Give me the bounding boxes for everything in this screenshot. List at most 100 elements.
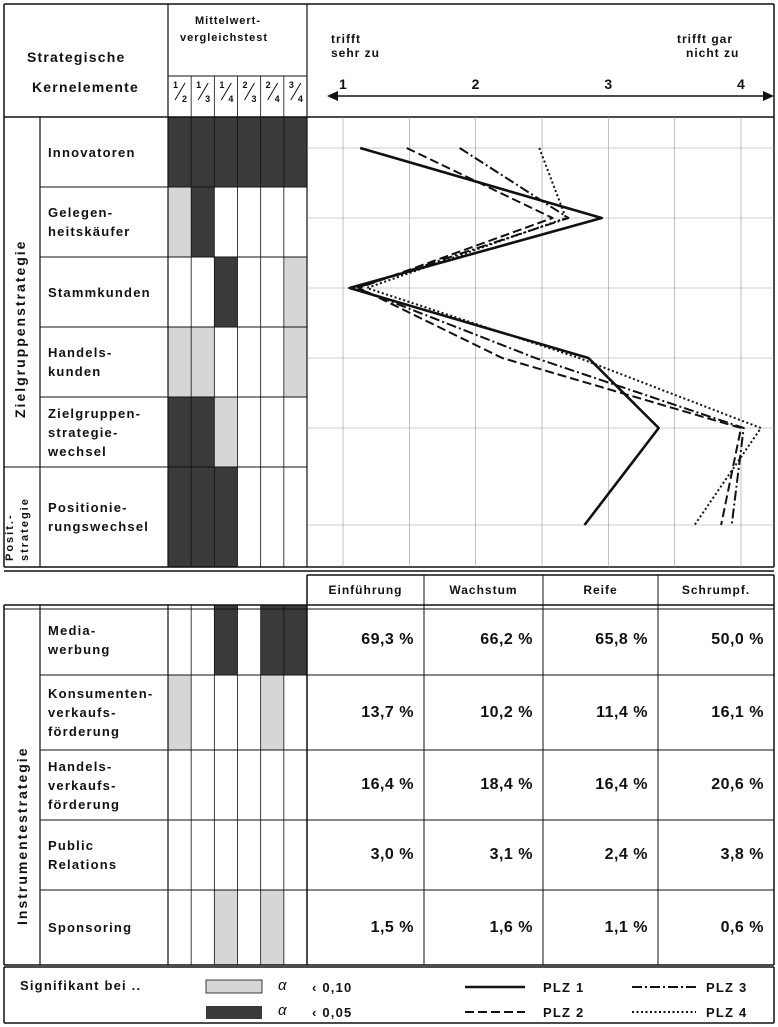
value-cell: 16,4 % xyxy=(595,776,648,793)
row-label: Stammkunden xyxy=(48,284,151,300)
scale-right-2: nicht zu xyxy=(686,46,740,60)
test-col-num: 1 xyxy=(173,80,180,90)
value-cell: 2,4 % xyxy=(604,846,648,863)
row-label: förderung xyxy=(48,796,121,812)
row-label: Positionie- xyxy=(48,500,128,515)
phase-header: Reife xyxy=(583,583,618,597)
test-col-num: 2 xyxy=(265,80,272,90)
header-mittelwert-1: Mittelwert- xyxy=(195,15,261,27)
legend-plz4: PLZ 4 xyxy=(706,1005,748,1020)
value-cell: 18,4 % xyxy=(480,776,533,793)
value-cell: 66,2 % xyxy=(480,631,533,648)
row-label: Gelegen- xyxy=(48,205,114,220)
header-mittelwert-2: vergleichstest xyxy=(180,32,268,44)
value-cell: 16,1 % xyxy=(711,703,764,721)
row-label: Handels- xyxy=(48,345,113,360)
test-col-den: 4 xyxy=(274,94,281,104)
value-cell: 69,3 % xyxy=(361,631,414,648)
value-cell: 3,0 % xyxy=(370,846,414,863)
row-label: verkaufs- xyxy=(48,705,117,720)
row-label: Relations xyxy=(48,857,118,872)
row-label: wechsel xyxy=(48,443,107,459)
sig-cell-dark xyxy=(214,117,238,187)
scale-left-2: sehr zu xyxy=(331,46,381,60)
value-cell: 50,0 % xyxy=(711,631,764,648)
row-label: Public xyxy=(48,838,95,853)
row-label: rungswechsel xyxy=(48,519,150,534)
legend-plz1: PLZ 1 xyxy=(543,980,585,995)
sig-cell-dark xyxy=(168,467,192,567)
row-label: strategie- xyxy=(48,424,119,440)
legend-title: Signifikant bei .. xyxy=(20,978,142,993)
header-kernelemente: Kernelemente xyxy=(32,79,139,95)
legend-alpha-1: α xyxy=(278,977,288,994)
row-label: förderung xyxy=(48,724,121,739)
legend-light-label: ‹ 0,10 xyxy=(312,980,353,995)
sig-cell-light xyxy=(283,257,307,327)
test-col-den: 2 xyxy=(182,94,189,104)
test-col-num: 2 xyxy=(242,80,249,90)
sig-cell-light xyxy=(168,187,192,257)
test-col-slash xyxy=(197,82,209,101)
group-posit-2: strategie xyxy=(19,497,31,561)
sig-cell-dark xyxy=(168,397,192,467)
legend-plz2: PLZ 2 xyxy=(543,1005,585,1020)
test-col-den: 3 xyxy=(251,94,258,104)
value-cell: 20,6 % xyxy=(711,776,764,793)
row-label: Konsumenten- xyxy=(48,686,154,701)
series-line-plz4 xyxy=(365,147,762,526)
sig-cell-light xyxy=(283,327,307,397)
sig-cell-light xyxy=(168,675,192,750)
sig-cell-light xyxy=(168,327,192,397)
sig-cell-light xyxy=(260,675,284,750)
legend-dark-label: ‹ 0,05 xyxy=(312,1005,353,1020)
row-label: Handels- xyxy=(48,758,113,774)
row-label: heitskäufer xyxy=(48,224,131,239)
sig-cell-dark xyxy=(191,117,215,187)
row-label: Zielgruppen- xyxy=(48,405,142,421)
x-tick-label: 1 xyxy=(339,76,348,92)
scale-left-1: trifft xyxy=(331,32,361,46)
value-cell: 10,2 % xyxy=(480,703,533,721)
row-label: Sponsoring xyxy=(48,920,133,935)
value-cell: 65,8 % xyxy=(595,631,648,648)
x-tick-label: 2 xyxy=(471,76,481,92)
group-zielgruppenstrategie: Zielgruppenstrategie xyxy=(12,239,28,418)
value-cell: 0,6 % xyxy=(720,918,764,936)
phase-header: Schrumpf. xyxy=(681,583,751,597)
sig-cell-dark xyxy=(260,117,284,187)
value-cell: 16,4 % xyxy=(361,776,414,793)
row-label: Innovatoren xyxy=(48,144,136,160)
test-col-num: 1 xyxy=(196,80,203,90)
sig-cell-dark xyxy=(191,397,215,467)
x-tick-label: 3 xyxy=(604,76,614,92)
legend-alpha-2: α xyxy=(278,1002,288,1019)
x-tick-label: 4 xyxy=(737,76,746,92)
legend-plz3: PLZ 3 xyxy=(706,980,748,995)
row-label: Media- xyxy=(48,623,97,638)
value-cell: 1,6 % xyxy=(489,918,533,936)
series-line-plz3 xyxy=(355,147,745,526)
value-cell: 11,4 % xyxy=(596,703,648,721)
test-col-slash xyxy=(174,82,186,101)
value-cell: 1,5 % xyxy=(370,918,414,936)
row-label: werbung xyxy=(48,642,111,657)
test-col-num: 1 xyxy=(219,80,226,90)
test-col-num: 3 xyxy=(288,80,295,90)
row-label: kunden xyxy=(48,364,102,379)
test-col-slash xyxy=(244,82,255,101)
header-strategische: Strategische xyxy=(27,49,126,65)
test-col-slash xyxy=(290,82,302,101)
phase-header: Einführung xyxy=(328,583,403,597)
sig-cell-dark xyxy=(168,117,192,187)
sig-cell-dark xyxy=(260,605,284,675)
test-col-den: 4 xyxy=(228,94,235,104)
legend-swatch-dark xyxy=(206,1006,262,1019)
test-col-slash xyxy=(267,82,279,101)
scale-arrow-left xyxy=(327,91,338,101)
value-cell: 13,7 % xyxy=(361,703,414,721)
test-col-den: 4 xyxy=(297,94,304,104)
sig-cell-dark xyxy=(214,605,238,675)
